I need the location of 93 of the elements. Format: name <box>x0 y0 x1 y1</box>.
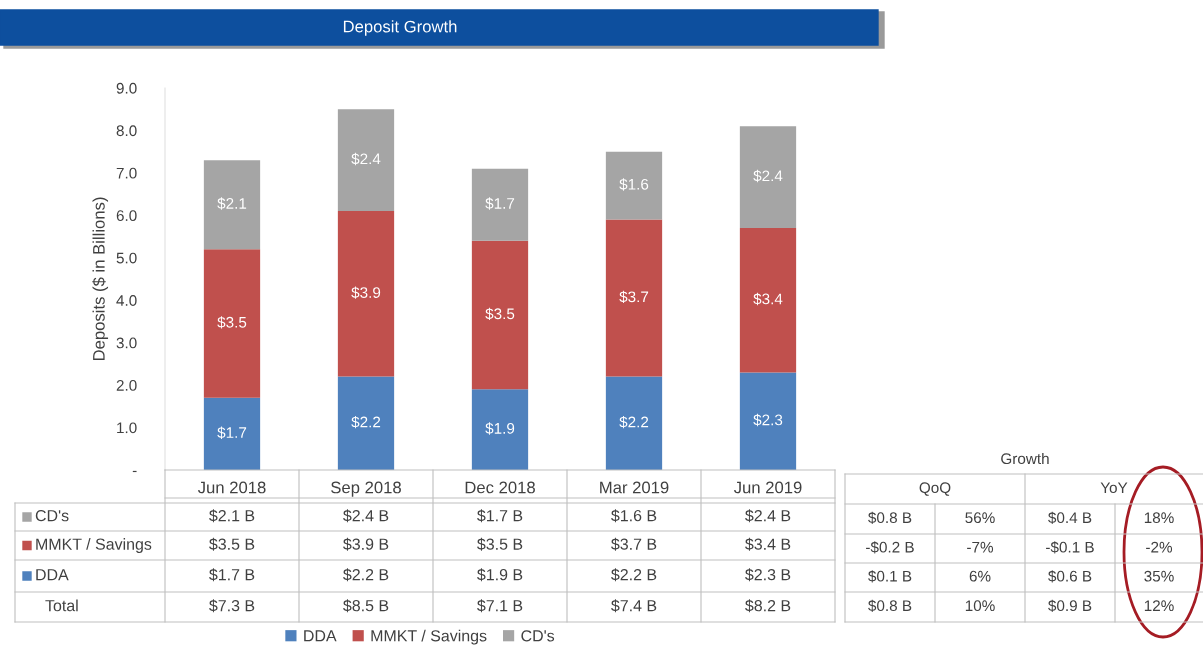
text: 18% <box>1144 512 1174 524</box>
text: $3.4 B <box>745 537 791 551</box>
text: $1.7 B <box>477 509 523 523</box>
y-tick-label: 5.0 <box>116 252 137 264</box>
text: $7.4 B <box>611 599 657 613</box>
data-label: $3.9 <box>351 286 381 299</box>
legend-label: DDA <box>304 630 337 642</box>
bar <box>337 376 395 470</box>
text: $7.1 B <box>477 599 523 613</box>
data-label: $2.2 <box>619 415 649 429</box>
text: -7% <box>967 541 994 553</box>
text: $1.6 B <box>611 509 657 523</box>
y-tick-label: 1.0 <box>117 422 137 434</box>
text: $2.3 B <box>745 568 791 582</box>
bar <box>605 376 663 470</box>
text: 56% <box>965 512 995 524</box>
data-label: $2.1 <box>217 197 247 210</box>
y-tick-label: - <box>132 470 137 473</box>
bar <box>471 168 529 241</box>
bar <box>605 219 663 377</box>
data-label: $3.4 <box>753 292 783 306</box>
y-tick-label: 2.0 <box>116 379 137 391</box>
data-label: $1.7 <box>217 426 247 439</box>
text: $1.7 B <box>209 568 255 582</box>
text: 35% <box>1144 570 1174 582</box>
bar <box>203 397 261 470</box>
text: $2.4 B <box>343 509 389 523</box>
x-tick-label: Dec 2018 <box>465 481 535 494</box>
text: YoY <box>1100 482 1128 494</box>
bar <box>739 372 797 470</box>
bar <box>739 228 797 373</box>
data-label: $3.5 <box>485 307 515 321</box>
text: $3.9 B <box>343 537 389 551</box>
text: Growth <box>1001 452 1049 465</box>
text: -$0.2 B <box>866 541 914 554</box>
y-tick-label: 3.0 <box>116 337 137 349</box>
x-tick-label: Jun 2019 <box>733 481 802 494</box>
text: $1.9 B <box>477 568 523 582</box>
bar <box>739 126 797 229</box>
bar <box>337 109 395 212</box>
text: $0.8 B <box>868 511 912 525</box>
text: QoQ <box>919 482 951 496</box>
bar <box>203 249 261 398</box>
text: $0.6 B <box>1048 570 1092 583</box>
text: $3.5 B <box>477 537 523 551</box>
data-label: $2.3 <box>753 413 783 427</box>
text: $2.1 B <box>209 509 255 523</box>
legend-label: MMKT / Savings <box>36 538 152 553</box>
text: -2% <box>1146 541 1173 553</box>
text: DDA <box>36 569 69 581</box>
x-tick-label: Jun 2018 <box>197 481 266 494</box>
y-tick-label: 8.0 <box>116 125 137 137</box>
legend-label: CD's <box>35 509 69 522</box>
y-tick-label: 9.0 <box>116 82 137 94</box>
y-tick-label: 7.0 <box>116 167 137 179</box>
text: 6% <box>969 570 991 582</box>
text: $0.1 B <box>868 570 912 583</box>
y-tick-label: 6.0 <box>116 210 137 222</box>
text: $8.2 B <box>745 599 791 613</box>
bar <box>471 389 529 470</box>
text: $0.9 B <box>1048 599 1092 613</box>
text: $8.5 B <box>343 599 389 613</box>
data-label: $2.2 <box>351 415 381 429</box>
text: $3.7 B <box>611 537 657 551</box>
text: 10% <box>965 600 995 612</box>
data-label: $2.4 <box>753 169 783 183</box>
text: MMKT / Savings <box>371 629 487 645</box>
bar <box>203 160 261 250</box>
chart-title: Deposit Growth <box>343 20 457 36</box>
text: $0.4 B <box>1048 511 1092 525</box>
text: Total <box>45 599 78 612</box>
text: -$0.1 B <box>1046 541 1094 554</box>
data-label: $1.7 <box>485 197 515 210</box>
text: $0.8 B <box>868 599 912 613</box>
data-label: $2.4 <box>351 152 381 166</box>
text: $7.3 B <box>209 599 255 613</box>
bar <box>337 211 395 377</box>
data-label: $1.6 <box>619 178 649 191</box>
data-label: $3.7 <box>619 290 649 304</box>
bar <box>471 240 529 390</box>
text: 12% <box>1144 600 1174 612</box>
text: $2.4 B <box>745 509 791 523</box>
x-tick-label: Mar 2019 <box>600 481 669 494</box>
text: $2.2 B <box>343 568 389 582</box>
text: $2.2 B <box>611 568 657 582</box>
text: CD's <box>521 630 555 642</box>
data-label: $3.5 <box>217 316 247 329</box>
text: $3.5 B <box>209 537 255 551</box>
data-label: $1.9 <box>485 422 515 435</box>
y-tick-label: 4.0 <box>116 295 137 306</box>
bar <box>605 151 663 220</box>
x-tick-label: Sep 2018 <box>331 481 401 497</box>
y-axis-title: Deposits ($ in Billions) <box>92 197 109 361</box>
